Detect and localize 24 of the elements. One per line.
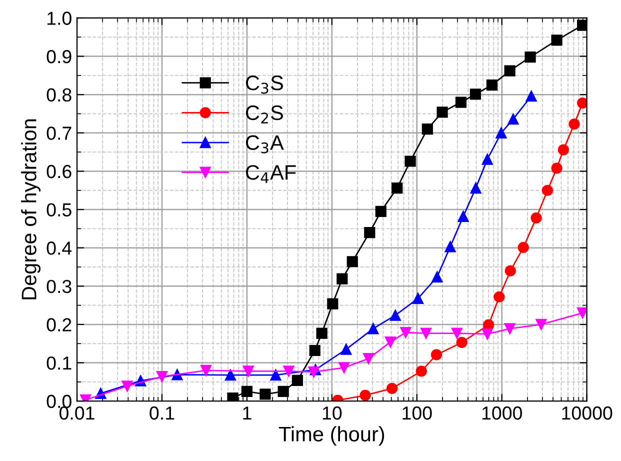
legend-label: C$_{3}$A	[246, 135, 284, 154]
y-tick-label: 0.5	[46, 203, 72, 217]
y-tick-label: 0.2	[46, 318, 72, 332]
x-tick-label: 0.01	[59, 406, 94, 420]
y-tick-label: 0.0	[46, 394, 72, 408]
x-tick-label: 1000	[482, 406, 522, 420]
y-tick-label: 0.1	[46, 356, 72, 370]
x-tick-label: 10	[322, 406, 342, 420]
legend-label: C$_{4}$AF	[246, 165, 296, 184]
x-axis-title: Time (hour)	[278, 426, 384, 446]
y-tick-label: 0.8	[46, 88, 72, 102]
x-tick-label: 10000	[562, 406, 612, 420]
y-tick-label: 0.3	[46, 280, 72, 294]
y-tick-label: 1.0	[48, 12, 72, 25]
y-tick-label: 0.9	[46, 50, 72, 64]
x-tick-label: 1	[243, 406, 252, 420]
legend-label: C$_{3}$S	[246, 76, 283, 94]
x-tick-label: 0.1	[150, 406, 174, 420]
x-tick-label: 100	[402, 406, 432, 420]
y-tick-label: 0.4	[46, 242, 72, 255]
legend-label: C$_{2}$S	[246, 105, 283, 124]
y-tick-label: 0.6	[46, 164, 72, 178]
y-tick-label: 0.7	[46, 126, 72, 140]
y-axis-title: Degree of hydration	[21, 119, 41, 300]
